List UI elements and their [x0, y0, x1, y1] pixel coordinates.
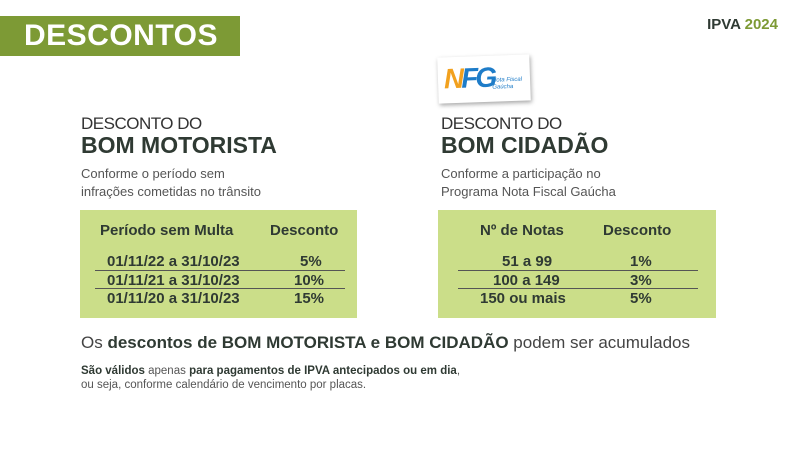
- row-divider: [95, 288, 345, 289]
- bom-cidadao-section: DESCONTO DO BOM CIDADÃO Conforme a parti…: [441, 114, 616, 201]
- ipva-label: IPVA: [707, 16, 741, 33]
- table-row: 150 ou mais 5%: [480, 290, 652, 307]
- table-row: 01/11/22 a 31/10/23 5%: [107, 253, 322, 270]
- cidadao-discount-table: Nº de Notas Desconto 51 a 99 1% 100 a 149…: [438, 210, 716, 318]
- row-divider: [458, 288, 698, 289]
- nota-fiscal-gaucha-logo: NFG Nota Fiscal Gaúcha: [437, 54, 531, 104]
- ipva-year-label: IPVA 2024: [707, 16, 778, 33]
- accumulation-note: Os descontos de BOM MOTORISTA e BOM CIDA…: [81, 333, 691, 352]
- table-row: 51 a 99 1%: [502, 253, 652, 270]
- section-pretitle: DESCONTO DO: [441, 114, 562, 133]
- row-divider: [458, 270, 698, 271]
- column-header: Período sem Multa: [100, 222, 234, 239]
- table-row: 01/11/20 a 31/10/23 15%: [107, 290, 325, 307]
- year: 2024: [744, 16, 778, 33]
- column-header: Desconto: [603, 222, 672, 239]
- validity-note: São válidos apenas para pagamentos de IP…: [81, 365, 461, 391]
- section-description: Conforme o período sem infrações cometida…: [81, 166, 261, 199]
- table-row: 100 a 149 3%: [493, 272, 652, 289]
- page-title: DESCONTOS: [0, 16, 240, 56]
- motorista-discount-table: Período sem Multa Desconto 01/11/22 a 31…: [80, 210, 357, 318]
- row-divider: [95, 270, 345, 271]
- section-title: BOM CIDADÃO: [441, 132, 609, 158]
- bom-motorista-section: DESCONTO DO BOM MOTORISTA Conforme o per…: [81, 114, 277, 201]
- column-header: Nº de Notas: [480, 222, 564, 239]
- table-row: 01/11/21 a 31/10/23 10%: [107, 272, 325, 289]
- section-title: BOM MOTORISTA: [81, 132, 277, 158]
- section-description: Conforme a participação no Programa Nota …: [441, 166, 616, 199]
- column-header: Desconto: [270, 222, 339, 239]
- section-pretitle: DESCONTO DO: [81, 114, 202, 133]
